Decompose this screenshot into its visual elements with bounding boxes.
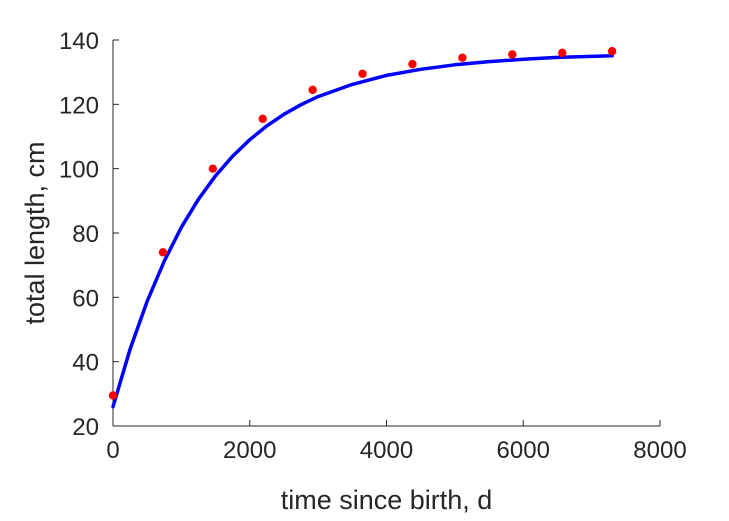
- axes: [112, 39, 661, 427]
- plot-area: [108, 47, 617, 409]
- x-tick-label: 6000: [497, 437, 550, 464]
- data-point: [607, 47, 617, 56]
- data-point: [158, 248, 168, 257]
- data-point: [558, 48, 567, 58]
- data-point: [508, 50, 517, 59]
- x-tick-label: 8000: [633, 437, 686, 464]
- y-tick-label: 40: [72, 350, 99, 377]
- x-axis-label: time since birth, d: [281, 485, 493, 515]
- y-tick-label: 120: [59, 92, 99, 119]
- data-point: [458, 53, 467, 62]
- y-tick-label: 140: [59, 28, 99, 55]
- y-tick-label: 20: [72, 414, 99, 441]
- data-point: [408, 59, 417, 69]
- x-tick-label: 2000: [223, 437, 276, 464]
- data-point: [358, 69, 367, 78]
- fit-curve-line: [111, 54, 614, 409]
- data-point: [208, 164, 218, 173]
- y-tick-label: 80: [72, 221, 99, 248]
- y-axis-label: total length, cm: [20, 141, 50, 324]
- data-point: [108, 391, 118, 400]
- x-tick-label: 0: [106, 437, 119, 464]
- y-tick-label: 60: [72, 285, 99, 312]
- data-point: [258, 114, 267, 124]
- y-tick-label: 100: [59, 157, 99, 184]
- x-tick-label: 4000: [360, 437, 413, 464]
- data-point: [308, 85, 317, 95]
- labels: 0 2000 4000 6000 8000 20 40 60 80 100 120 140 time s…: [20, 28, 687, 515]
